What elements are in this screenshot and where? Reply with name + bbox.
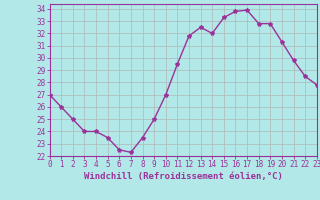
X-axis label: Windchill (Refroidissement éolien,°C): Windchill (Refroidissement éolien,°C): [84, 172, 283, 181]
